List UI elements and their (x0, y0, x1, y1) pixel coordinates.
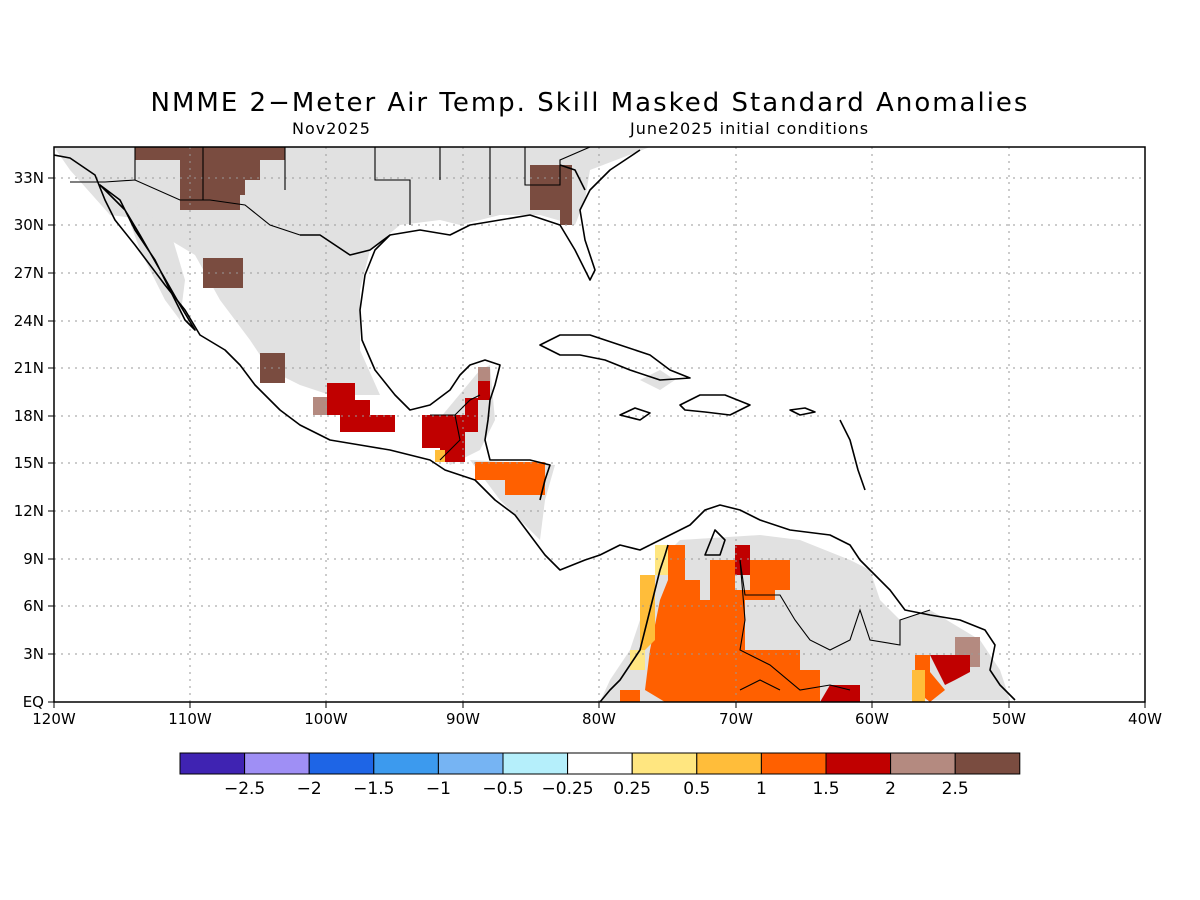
subtitle-initial-conditions: June2025 initial conditions (629, 119, 869, 138)
colorbar-swatch (825, 752, 892, 775)
colorbar-label: 1 (756, 779, 767, 799)
colorbar-label: −2 (297, 779, 322, 799)
lat-label: 18N (14, 407, 44, 425)
lat-label: EQ (23, 693, 44, 711)
colorbar-swatch (244, 752, 310, 775)
colorbar-label: 0.5 (683, 779, 710, 799)
lat-label: 3N (23, 645, 44, 663)
lat-label: 24N (14, 312, 44, 330)
colorbar-label: 1.5 (812, 779, 839, 799)
colorbar-swatch (631, 752, 698, 775)
colorbar-label: −1.5 (353, 779, 394, 799)
colorbar: −2.5 −2 −1.5 −1 −0.5 −0.25 0.25 0.5 1 1.5 2 2.5 (179, 752, 1021, 799)
map-plot-area (54, 147, 1145, 702)
lat-label: 12N (14, 502, 44, 520)
colorbar-label: −0.25 (542, 779, 594, 799)
lon-label: 100W (304, 710, 348, 728)
lon-label: 70W (719, 710, 753, 728)
lat-label: 33N (14, 169, 44, 187)
colorbar-swatch (308, 752, 375, 775)
colorbar-swatch (437, 752, 504, 775)
anomaly-1-to-1-5 (475, 462, 945, 702)
colorbar-swatch (567, 752, 633, 775)
colorbar-swatch (890, 752, 956, 775)
anomaly-0-25-to-0-5 (630, 545, 668, 670)
coastlines (54, 149, 1016, 702)
political-borders (70, 147, 931, 691)
lon-label: 120W (32, 710, 76, 728)
masked-land-regions (54, 147, 1010, 702)
colorbar-label: −2.5 (224, 779, 265, 799)
colorbar-swatch (696, 752, 762, 775)
lon-label: 40W (1128, 710, 1162, 728)
colorbar-label: −1 (426, 779, 451, 799)
colorbar-label: 2.5 (942, 779, 969, 799)
axis-tick-marks (48, 177, 1146, 708)
lon-label: 90W (446, 710, 480, 728)
lat-label: 15N (14, 454, 44, 472)
colorbar-swatch (373, 752, 439, 775)
colorbar-swatch (179, 752, 246, 775)
lat-label: 6N (23, 597, 44, 615)
colorbar-label: −0.5 (482, 779, 523, 799)
lat-label: 21N (14, 359, 44, 377)
colorbar-swatch (760, 752, 827, 775)
colorbar-swatch (502, 752, 569, 775)
lat-label: 30N (14, 216, 44, 234)
colorbar-label: 2 (885, 779, 896, 799)
lon-label: 80W (582, 710, 616, 728)
lon-label: 50W (992, 710, 1026, 728)
latitude-labels: EQ 3N 6N 9N 12N 15N 18N 21N 24N 27N 30N … (14, 169, 44, 711)
lon-label: 60W (855, 710, 889, 728)
colorbar-label: 0.25 (613, 779, 651, 799)
longitude-labels: 120W 110W 100W 90W 80W 70W 60W 50W 40W (32, 710, 1162, 728)
colorbar-swatch (954, 752, 1021, 775)
lon-label: 110W (168, 710, 212, 728)
subtitle-valid-month: Nov2025 (292, 119, 371, 138)
lat-label: 9N (23, 550, 44, 568)
map-title: NMME 2−Meter Air Temp. Skill Masked Stan… (151, 88, 1030, 118)
lat-label: 27N (14, 264, 44, 282)
